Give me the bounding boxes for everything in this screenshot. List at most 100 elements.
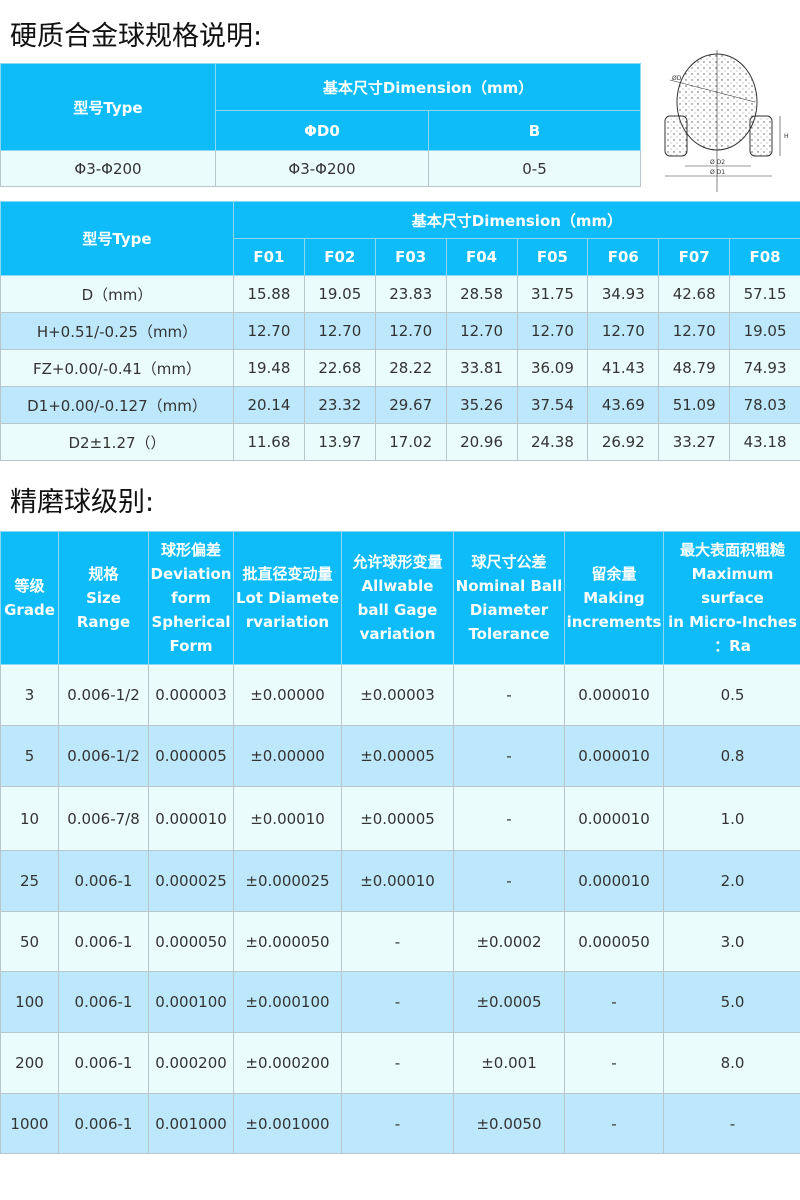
header-line: Size <box>86 589 121 607</box>
table-row: 200 0.006-1 0.000200 ±0.000200- ±0.001-8.0 <box>0 1032 800 1094</box>
section-title-carbide: 硬质合金球规格说明: <box>10 21 263 52</box>
cell: ±0.00010 <box>341 850 454 912</box>
cell: 0.006-1 <box>58 1093 149 1154</box>
cell: 0.000100 <box>148 971 234 1033</box>
header-f08: F08 <box>729 238 800 276</box>
header-b: B <box>427 110 642 151</box>
column-header: 最大表面积粗糙 Maximum surface in Micro-Inches ：Ra <box>663 531 800 665</box>
cell: ±0.000050 <box>233 911 342 972</box>
cell: 8.0 <box>663 1032 800 1094</box>
cell: ±0.00005 <box>341 725 454 787</box>
header-line: Form <box>169 637 213 655</box>
cell: 1000 <box>0 1093 59 1154</box>
header-line: ：Ra <box>714 637 751 655</box>
header-f01: F01 <box>233 238 305 276</box>
cell: - <box>341 911 454 972</box>
cell: 35.26 <box>445 386 518 424</box>
cell: 78.03 <box>729 386 800 424</box>
cell: 2.0 <box>663 850 800 912</box>
column-header: 批直径变动量 Lot Diamete rvariation <box>233 531 342 665</box>
carbide-dimension-table: 型号Type 基本尺寸Dimension（mm） ΦD0 B Φ3-Φ200 Φ3-Φ… <box>0 63 642 187</box>
header-line: 球尺寸公差 <box>471 553 547 571</box>
diagram-label-d2: Ø D2 <box>710 159 725 166</box>
cell: 13.97 <box>303 423 376 461</box>
cell: 5 <box>0 725 59 787</box>
section-title-precision: 精磨球级别: <box>10 487 155 518</box>
column-header: 规格 Size Range <box>58 531 149 665</box>
cell: 17.02 <box>374 423 447 461</box>
cell: 0.006-1 <box>58 1032 149 1094</box>
cell: 19.05 <box>729 312 800 350</box>
cell: 33.81 <box>445 349 518 387</box>
cell: 23.32 <box>303 386 376 424</box>
column-header: 球形偏差 Deviation form Spherical Form <box>148 531 234 665</box>
header-line: increments <box>566 613 662 631</box>
cell: - <box>341 1032 454 1094</box>
cell: 43.69 <box>587 386 660 424</box>
diagram-label-h: H <box>784 133 789 140</box>
cell: 28.58 <box>445 275 518 313</box>
header-f05: F05 <box>516 238 589 276</box>
cell: ±0.001 <box>453 1032 565 1094</box>
cell: 20.14 <box>233 386 305 424</box>
cell: 0.000005 <box>148 725 234 787</box>
row-label: D（mm） <box>0 275 234 313</box>
cell: ±0.00010 <box>233 786 342 851</box>
table-row: 3 0.006-1/2 0.000003 ±0.00000 ±0.00003-0.000… <box>0 664 800 726</box>
cell: 0.006-1/2 <box>58 664 149 726</box>
f-series-table: 型号Type 基本尺寸Dimension（mm） F01 F02 F03 F04 F05 F… <box>0 201 800 461</box>
cell: 0.006-1/2 <box>58 725 149 787</box>
header-line: in Micro-Inches <box>668 613 797 631</box>
cell: 0.000010 <box>564 850 664 912</box>
cell: 0.006-1 <box>58 850 149 912</box>
row-label: H+0.51/-0.25（mm） <box>0 312 234 350</box>
header-line: surface <box>701 589 764 607</box>
cell: 37.54 <box>516 386 589 424</box>
header-d0: ΦD0 <box>215 110 429 151</box>
cell: 42.68 <box>658 275 731 313</box>
header-line: Grade <box>4 601 55 619</box>
header-line: Making <box>583 589 645 607</box>
cell: Φ3-Φ200 <box>0 150 216 187</box>
cell: ±0.000200 <box>233 1032 342 1094</box>
cell: ±0.00005 <box>341 786 454 851</box>
cell: 10 <box>0 786 59 851</box>
cell: 0.000010 <box>148 786 234 851</box>
column-header: 球尺寸公差 Nominal Ball Diameter Tolerance <box>453 531 565 665</box>
cell: 0.000050 <box>564 911 664 972</box>
table-row: 10 0.006-7/8 0.000010 ±0.00010 ±0.00005-0.00… <box>0 786 800 851</box>
table-row: 5 0.006-1/2 0.000005 ±0.00000 ±0.00005-0.000… <box>0 725 800 787</box>
cell: 5.0 <box>663 971 800 1033</box>
diagram-label-d: ØD <box>672 75 682 82</box>
header-line: Allwable <box>361 577 434 595</box>
table-row: 1000 0.006-1 0.001000 ±0.001000- ±0.0050- - <box>0 1093 800 1154</box>
cell: 0.006-1 <box>58 971 149 1033</box>
header-line: Maximum <box>691 565 774 583</box>
cell: 0.001000 <box>148 1093 234 1154</box>
header-dimension: 基本尺寸Dimension（mm） <box>214 63 642 111</box>
cell: - <box>453 786 565 851</box>
cell: 33.27 <box>658 423 731 461</box>
cell: ±0.000025 <box>233 850 342 912</box>
cell: 24.38 <box>516 423 589 461</box>
header-f07: F07 <box>658 238 731 276</box>
header-line: variation <box>359 625 436 643</box>
cell: 3.0 <box>663 911 800 972</box>
header-line: ball Gage <box>357 601 438 619</box>
header-line: 等级 <box>14 577 45 595</box>
cell: 34.93 <box>587 275 660 313</box>
cell: 3 <box>0 664 59 726</box>
table-row: 25 0.006-1 0.000025 ±0.000025 ±0.00010-0.000… <box>0 850 800 912</box>
column-header: 允许球形变量 Allwable ball Gage variation <box>341 531 454 665</box>
cell: ±0.00003 <box>341 664 454 726</box>
cell: 0.000003 <box>148 664 234 726</box>
cell: ±0.0005 <box>453 971 565 1033</box>
diagram-label-d1: Ø D1 <box>710 169 725 176</box>
header-line: 最大表面积粗糙 <box>679 541 785 559</box>
column-header: 等级 Grade <box>0 531 59 665</box>
cell: - <box>453 725 565 787</box>
header-line: 批直径变动量 <box>242 565 333 583</box>
cell: 15.88 <box>233 275 305 313</box>
cell: 25 <box>0 850 59 912</box>
row-label: D2±1.27（） <box>0 423 234 461</box>
